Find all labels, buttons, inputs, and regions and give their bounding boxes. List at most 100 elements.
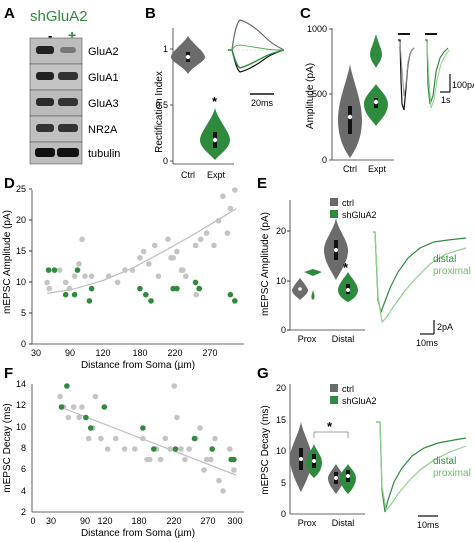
panel-letter-f: F	[4, 365, 13, 382]
g-legend-sh: shGluA2	[342, 396, 377, 406]
b-scale-label: 20ms	[251, 98, 274, 108]
g-median	[312, 459, 316, 463]
ctrl-point	[122, 267, 128, 273]
f-scatter-plot	[57, 383, 237, 494]
shgluA2-point	[88, 285, 95, 292]
d-xtick: 270	[202, 348, 217, 358]
c-traces	[398, 33, 450, 111]
ctrl-point	[203, 456, 210, 463]
shgluA2-point	[196, 285, 202, 292]
c-median-expt	[373, 99, 379, 105]
panel-letter-b: B	[145, 5, 156, 22]
shgluA2-point	[140, 425, 146, 431]
b-trace-ctrl-outward	[228, 19, 285, 51]
f-xtick: 300	[227, 516, 242, 526]
d-x-axis-label: Distance from Soma (µm)	[81, 360, 195, 371]
d-xtick: 220	[167, 348, 182, 358]
ctrl-point	[121, 446, 128, 452]
g-xtick-distal: Distal	[332, 518, 355, 528]
g-legend: ctrl shGluA2	[330, 384, 377, 406]
f-x-axis-label: Distance from Soma (µm)	[81, 528, 195, 539]
ctrl-point	[171, 383, 177, 389]
shgluA2-point	[83, 414, 89, 421]
ctrl-point	[56, 267, 63, 273]
g-legend-swatch-ctrl	[330, 384, 338, 392]
g-ytick: 10	[276, 446, 286, 456]
d-xtick: 30	[31, 348, 41, 358]
d-xtick: 180	[132, 348, 147, 358]
band	[35, 148, 55, 157]
ctrl-point	[170, 254, 176, 261]
ctrl-point	[167, 446, 173, 452]
f-y-axis-label: mEPSC Decay (ms)	[2, 403, 13, 492]
shgluA2-point	[172, 446, 179, 452]
ctrl-point	[151, 242, 158, 249]
c-y-axis-label: Amplitude (pA)	[305, 63, 316, 129]
b-y-ticks: 0 0.5 1	[155, 44, 173, 166]
panel-letter-g: G	[257, 365, 269, 382]
ctrl-point	[211, 242, 217, 249]
b-median-ctrl	[185, 54, 191, 60]
ctrl-point	[178, 446, 184, 452]
e-ytick: 20	[276, 226, 286, 236]
ctrl-point	[178, 267, 185, 273]
b-trace-expt-outward	[228, 44, 285, 51]
shgluA2-point	[192, 279, 199, 286]
g-xtick-prox: Prox	[298, 518, 317, 528]
ctrl-point	[132, 446, 138, 452]
shgluA2-point	[191, 435, 198, 442]
ctrl-point	[146, 456, 153, 463]
f-xtick: 30	[46, 516, 56, 526]
ctrl-point	[193, 291, 199, 298]
e-xtick-prox: Prox	[298, 334, 317, 344]
e-legend-sh: shGluA2	[342, 210, 377, 220]
shgluA2-point	[86, 298, 93, 304]
b-xtick-ctrl: Ctrl	[181, 170, 195, 180]
g-median	[346, 474, 350, 478]
ctrl-point	[129, 267, 136, 273]
b-y-axis-label: Rectification Index	[154, 71, 165, 153]
band-label-gluA3: GluA3	[88, 98, 119, 110]
shgluA2-point	[143, 291, 149, 298]
shgluA2-point	[62, 291, 69, 298]
ctrl-point	[44, 279, 50, 286]
f-ytick: 4	[21, 486, 26, 496]
e-legend-swatch-ctrl	[330, 198, 338, 206]
d-scatter-plot	[44, 187, 238, 304]
g-ytick: 20	[276, 383, 286, 393]
e-median	[346, 288, 350, 292]
band-label-gluA2: GluA2	[88, 46, 119, 58]
c-median-ctrl	[347, 114, 353, 120]
ctrl-point	[197, 236, 204, 243]
fit-line	[59, 406, 237, 476]
ctrl-point	[76, 414, 82, 421]
ctrl-point	[186, 446, 192, 452]
ctrl-point	[140, 435, 146, 442]
ctrl-point	[114, 279, 121, 286]
d-ytick: 15	[16, 246, 26, 256]
e-ytick: 0	[281, 325, 286, 335]
ctrl-point	[220, 488, 226, 494]
c-trace-expt-light	[426, 41, 450, 109]
ctrl-point	[79, 404, 85, 410]
ctrl-point	[162, 435, 169, 442]
shgluA2-point	[101, 404, 108, 410]
g-trace-label-proximal: proximal	[433, 468, 471, 479]
g-significance-star: *	[327, 419, 333, 434]
band-label-gluA1: GluA1	[88, 72, 119, 84]
shgluA2-point	[74, 267, 81, 273]
e-y-axis-label: mEPSC Amplitude (pA)	[260, 212, 271, 316]
ctrl-point	[216, 477, 222, 484]
g-ytick: 5	[281, 478, 286, 488]
ctrl-point	[105, 273, 112, 280]
panel-letter-d: D	[4, 175, 15, 192]
shgluA2-point	[51, 267, 58, 273]
lane-plus-label: +	[68, 27, 76, 43]
ctrl-point	[71, 273, 78, 280]
d-ticks: 0 5 10 15 20 25 30 90 120 180 220 270	[16, 184, 218, 358]
e-legend-swatch-sh	[330, 210, 338, 218]
b-ytick-0: 0	[163, 156, 168, 166]
ctrl-point	[227, 446, 233, 452]
band-label-nr2a: NR2A	[88, 124, 118, 136]
f-ytick: 14	[16, 379, 26, 389]
